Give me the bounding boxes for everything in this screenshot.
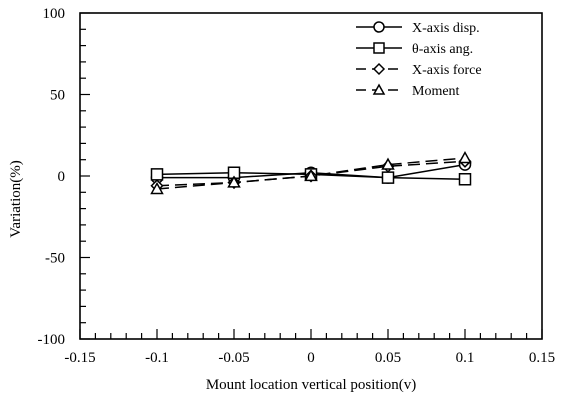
x-tick-label: -0.05 [218,350,249,366]
legend-label: X-axis disp. [412,21,480,36]
x-tick-label: 0.15 [529,350,555,366]
legend: X-axis disp. θ-axis ang. X-axis force Momen… [356,21,482,99]
legend-item: X-axis force [356,62,482,78]
legend-marker [373,21,385,33]
x-tick-label: -0.1 [145,350,169,366]
x-tick-label: 0.1 [456,350,475,366]
data-point [458,173,472,186]
data-point [150,181,164,195]
y-tick-label: 0 [58,169,66,185]
x-tick-label: -0.15 [64,350,95,366]
ticks-layer: -0.15 -0.1 -0.05 0 0.05 0.1 0.15 -100 -50 0 50 100 [38,6,556,366]
y-tick-label: -50 [45,251,65,267]
legend-marker [372,83,386,95]
legend-label: θ-axis ang. [412,42,473,57]
y-tick-label: 50 [50,88,65,104]
series-layer [150,151,472,195]
data-point [150,168,164,181]
legend-marker [372,62,386,76]
data-point [304,168,318,182]
x-tick-label: 0.05 [375,350,401,366]
data-point [381,171,395,184]
series-4 [150,151,472,195]
y-tick-label: -100 [38,332,66,348]
legend-item: Moment [356,83,460,99]
legend-label: Moment [412,84,460,99]
data-point [381,157,395,170]
legend-item: θ-axis ang. [356,42,473,57]
data-point [458,151,472,164]
legend-label: X-axis force [412,63,482,78]
y-tick-label: 100 [43,6,66,22]
y-axis-title: Variation(%) [8,160,24,237]
data-point [227,175,241,188]
x-tick-label: 0 [307,350,315,366]
legend-item: X-axis disp. [356,21,480,36]
x-axis-title: Mount location vertical position(v) [206,377,416,393]
legend-marker [373,42,385,54]
